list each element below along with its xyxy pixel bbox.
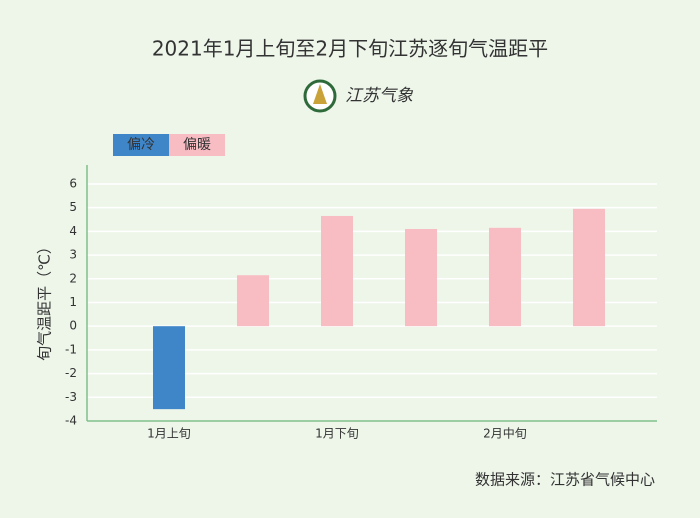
y-tick-label: 1 bbox=[69, 295, 77, 309]
y-tick-label: -2 bbox=[65, 366, 77, 380]
y-tick-label: 2 bbox=[69, 271, 77, 285]
y-tick-label: -3 bbox=[65, 390, 77, 404]
legend-swatch bbox=[113, 134, 169, 156]
bar bbox=[153, 326, 185, 410]
bar bbox=[321, 215, 353, 327]
y-tick-label: -1 bbox=[65, 342, 77, 356]
y-tick-label: -4 bbox=[65, 414, 77, 428]
y-tick-label: 0 bbox=[69, 319, 77, 333]
bar bbox=[237, 275, 269, 327]
y-axis-label: 旬气温距平（℃） bbox=[36, 239, 54, 361]
legend-swatch bbox=[169, 134, 225, 156]
bar bbox=[489, 227, 521, 327]
y-tick-label: 5 bbox=[69, 200, 77, 214]
x-tick-label: 1月上旬 bbox=[147, 427, 191, 441]
brand-text: 江苏气象 bbox=[345, 86, 414, 106]
x-tick-label: 2月中旬 bbox=[483, 426, 527, 441]
logo bbox=[303, 79, 337, 113]
source-note: 数据来源：江苏省气候中心 bbox=[475, 471, 655, 489]
legend-label: 偏暖 bbox=[183, 137, 211, 153]
y-tick-label: 4 bbox=[69, 224, 77, 238]
bar bbox=[573, 208, 605, 327]
bar bbox=[405, 229, 437, 327]
y-tick-label: 3 bbox=[69, 248, 77, 262]
chart-title: 2021年1月上旬至2月下旬江苏逐旬气温距平 bbox=[152, 37, 548, 61]
legend-label: 偏冷 bbox=[127, 137, 155, 153]
x-tick-label: 1月下旬 bbox=[315, 427, 359, 441]
y-tick-label: 6 bbox=[69, 176, 77, 190]
